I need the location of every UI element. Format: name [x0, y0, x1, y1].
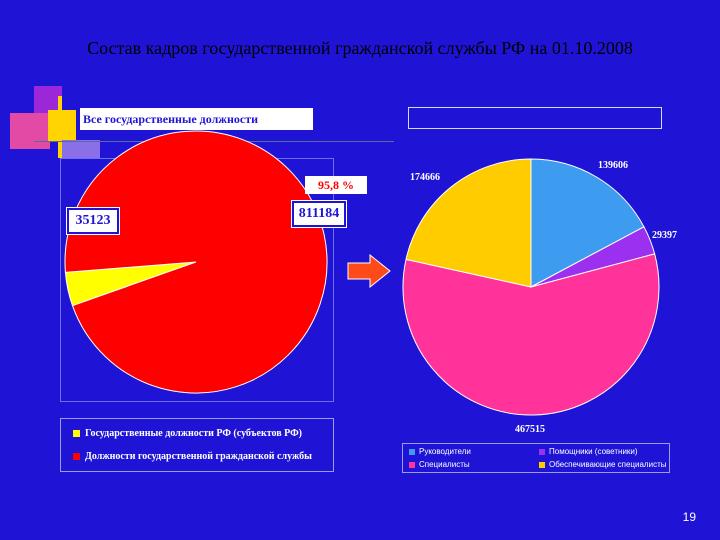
legend-swatch: [409, 448, 415, 455]
right-chart-legend: Руководители Помощники (советники) Специ…: [402, 443, 670, 473]
left-chart-legend: Государственные должности РФ (субъектов …: [60, 418, 334, 472]
pie-slice-obespechivayushchie-value-label: 174666: [410, 172, 440, 183]
decor-square-lilac: [62, 140, 100, 158]
arrow-right-icon: [347, 254, 391, 288]
left-percent-annotation: 95,8 %: [305, 176, 367, 194]
pie-slice-rukovoditeli: [530, 158, 645, 288]
legend-item-specialisty: Специалисты: [409, 460, 470, 469]
decor-square-purple: [34, 86, 62, 114]
right-chart-title-box: [408, 107, 662, 129]
legend-item-obespechivayushchie: Обеспечивающие специалисты: [539, 460, 666, 469]
legend-swatch: [539, 448, 545, 455]
legend-swatch: [539, 461, 545, 468]
legend-item-pomoshchniki: Помощники (советники): [539, 447, 638, 456]
pie-slice-specialisty-value-label: 467515: [515, 424, 545, 435]
legend-item-rukovoditeli: Руководители: [409, 447, 471, 456]
legend-swatch: [409, 461, 415, 468]
left-slice-label-yellow: 35123: [66, 207, 120, 235]
pie-slice-obespechivayushchie: [405, 158, 532, 288]
legend-swatch: [73, 430, 80, 438]
pie-slice-specialisty: [402, 253, 660, 416]
pie-slice-pomoshchniki-value-label: 29397: [652, 230, 677, 241]
slide-title: Состав кадров государственной гражданско…: [87, 38, 633, 58]
decor-square-yellow: [48, 110, 76, 142]
pie-slice-rukovoditeli-value-label: 139606: [598, 160, 628, 171]
decor-square-magenta: [10, 113, 50, 149]
legend-item-yellow: Государственные должности РФ (субъектов …: [73, 428, 302, 439]
legend-item-red: Должности государственной гражданской сл…: [73, 451, 312, 462]
decor-bar-yellow: [58, 96, 62, 158]
left-slice-label-red: 811184: [291, 200, 347, 228]
left-chart-title: Все государственные должности: [80, 108, 313, 130]
legend-swatch: [73, 453, 80, 461]
page-number: 19: [682, 510, 696, 524]
pie-slice-gos-grazhd-sluzhba: [64, 130, 328, 394]
